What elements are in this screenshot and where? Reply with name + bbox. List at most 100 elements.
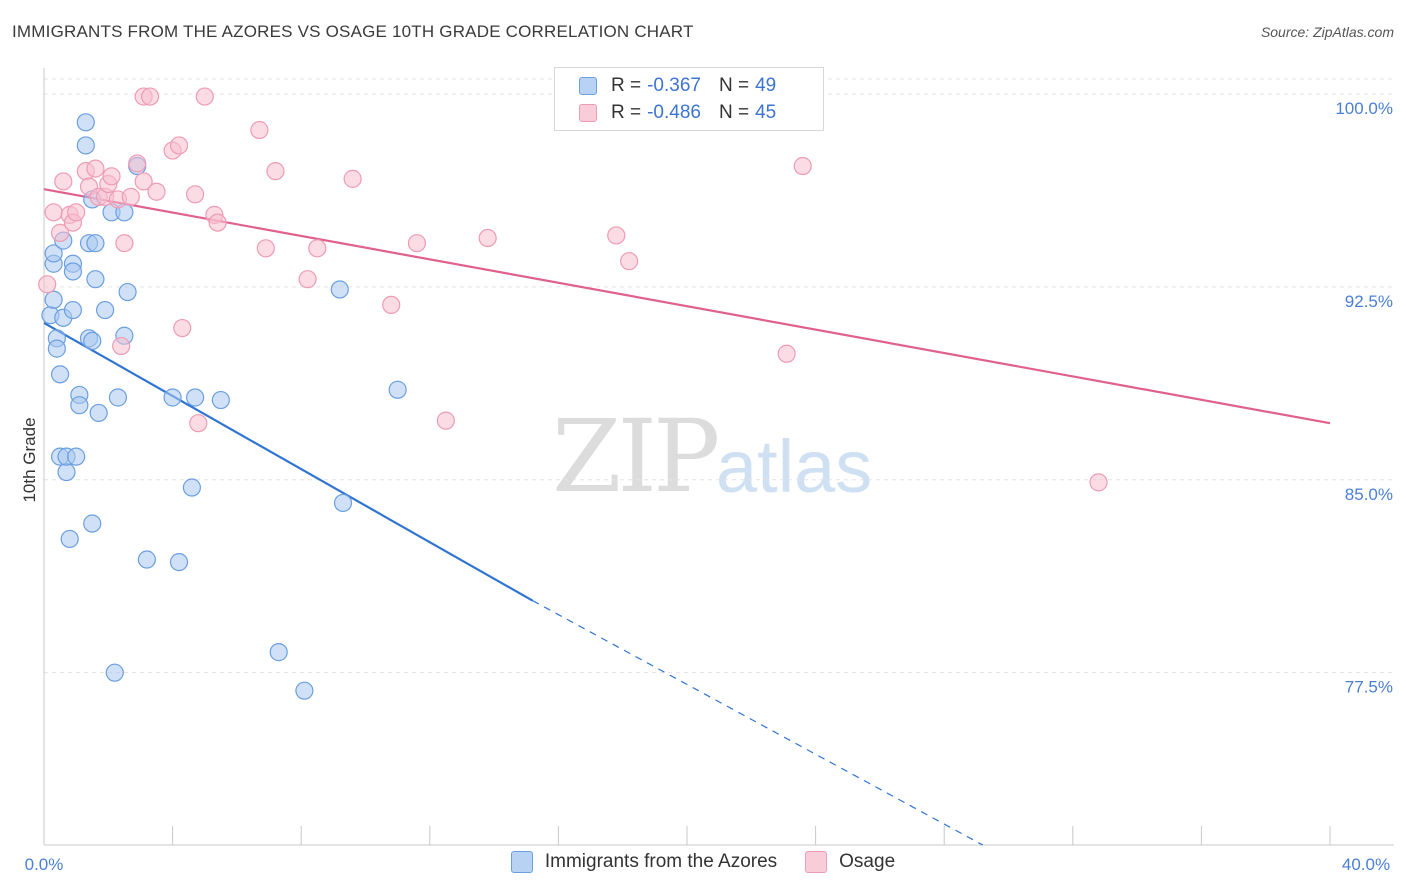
data-point [108,388,128,407]
data-point [86,159,105,178]
x-tick-label: 40.0% [1342,855,1390,874]
data-point [112,336,131,356]
data-point [38,275,57,294]
data-point [134,172,153,191]
data-point [50,365,70,384]
r-value: -0.486 [647,102,701,123]
legend-item-osage[interactable]: Osage [805,851,895,873]
data-point [67,447,86,466]
data-point [330,280,349,299]
data-point [67,203,86,222]
y-tick-label: 100.0% [1335,99,1393,118]
data-point [47,339,66,358]
legend-swatch-azores [510,851,533,873]
legend-item-azores[interactable]: Immigrants from the Azores [510,851,778,873]
watermark-atlas: atlas [716,425,873,508]
data-point [777,344,796,363]
data-point [44,290,63,309]
axes [43,68,1394,846]
series-legend: Immigrants from the Azores Osage [0,851,1406,873]
data-point [89,403,108,423]
legend-swatch-osage [805,851,828,873]
data-point [407,234,427,253]
n-label: N = [718,102,750,123]
data-point [44,244,63,263]
watermark-zip: ZIP [552,398,720,515]
data-point [63,300,83,320]
series-osage [38,87,1108,492]
data-point [128,154,147,173]
data-point [295,681,314,700]
data-point [137,550,156,569]
data-point [102,167,121,186]
data-point [169,552,189,572]
y-axis-label: 10th Grade [20,417,39,502]
legend-swatch-osage [579,104,597,122]
legend-row-azores: R = -0.367 N = 49 [579,73,776,99]
correlation-legend: R = -0.367 N = 49 R = -0.486 N = 45 [554,67,824,131]
data-point [76,113,95,132]
data-point [195,87,214,106]
tick-labels: 77.5% 85.0% 92.5% 100.0% 0.0% 40.0% [25,99,1393,874]
y-tick-label: 85.0% [1345,485,1393,504]
r-value: -0.367 [647,75,701,96]
series-azores [41,113,407,700]
legend-row-osage: R = -0.486 N = 45 [579,100,776,126]
data-point [266,162,285,181]
data-point [83,514,102,533]
n-value: 45 [755,102,777,123]
y-tick-label: 92.5% [1345,292,1393,311]
data-point [57,462,76,482]
data-point [186,388,205,407]
legend-label-azores: Immigrants from the Azores [544,851,778,872]
n-value: 49 [755,75,777,96]
data-point [50,223,70,242]
data-point [63,262,83,281]
r-label: R = [611,102,642,123]
data-point [115,234,134,253]
data-point [44,203,63,222]
data-point [298,270,317,289]
x-tick-label: 0.0% [25,855,64,874]
n-label: N = [718,75,750,96]
data-point [308,239,327,258]
data-point [147,182,166,201]
data-point [86,234,105,253]
data-point [620,252,639,271]
y-tick-label: 77.5% [1345,678,1393,697]
r-label: R = [611,75,642,96]
data-point [793,156,812,176]
data-point [163,388,182,407]
data-point [211,390,230,410]
data-point [76,136,95,155]
legend-swatch-azores [579,77,597,95]
data-point [83,331,102,351]
data-point [169,136,189,155]
data-point [60,529,79,549]
data-point [182,478,201,497]
data-point [86,270,105,289]
chart-title: IMMIGRANTS FROM THE AZORES VS OSAGE 10TH… [12,22,694,41]
data-point [186,185,205,204]
data-point [436,411,455,430]
data-point [269,643,288,662]
data-point [382,295,401,314]
trend-line-azores-extrapolated [532,600,984,846]
data-point [478,228,497,248]
data-point [95,300,115,320]
source-credit: Source: ZipAtlas.com [1260,24,1394,40]
data-point [388,380,407,399]
data-point [250,120,269,140]
data-point [343,169,362,188]
grid-lines [44,78,1394,674]
data-point [54,172,73,191]
legend-label-osage: Osage [839,851,896,872]
trend-line-azores [43,321,534,602]
data-point [140,87,160,106]
data-point [607,226,626,245]
data-point [256,239,275,258]
data-points [38,87,1108,700]
data-point [105,663,124,682]
trend-line-osage [43,188,1331,425]
